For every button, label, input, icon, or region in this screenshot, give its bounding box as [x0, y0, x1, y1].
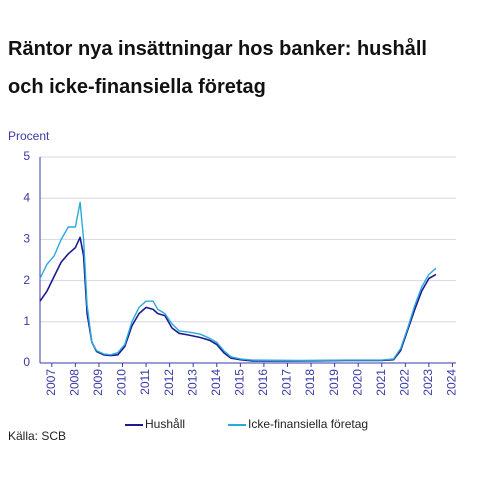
x-tick-label: 2008 — [68, 369, 82, 396]
y-tick-label: 4 — [23, 190, 30, 204]
chart-title: Räntor nya insättningar hos banker: hush… — [8, 38, 427, 98]
x-tick-label: 2014 — [209, 369, 223, 396]
x-tick-label: 2013 — [185, 369, 199, 396]
x-tick-label: 2012 — [162, 369, 176, 396]
x-tick-label: 2007 — [44, 369, 58, 396]
x-tick-label: 2016 — [256, 369, 270, 396]
x-tick-label: 2010 — [115, 369, 129, 396]
x-tick-label: 2017 — [280, 369, 294, 396]
x-tick-label: 2021 — [374, 369, 388, 396]
x-tick-label: 2019 — [327, 369, 341, 396]
x-tick-label: 2011 — [138, 369, 152, 395]
x-tick-label: 2018 — [303, 369, 317, 396]
y-axis-label: Procent — [8, 129, 50, 143]
y-tick-label: 2 — [23, 273, 30, 287]
y-tick-label: 0 — [23, 355, 30, 369]
x-tick-label: 2020 — [350, 369, 364, 396]
x-tick-label: 2022 — [397, 369, 411, 396]
y-tick-label: 3 — [23, 232, 30, 246]
line — [39, 236, 437, 362]
y-tick-label: 5 — [23, 149, 30, 163]
source: Källa: SCB — [8, 429, 66, 443]
x-tick-label: 2024 — [445, 369, 459, 396]
line — [39, 201, 437, 362]
x-tick-label: 2015 — [233, 369, 247, 396]
x-tick-label: 2009 — [91, 369, 105, 396]
y-tick-label: 1 — [23, 314, 30, 328]
x-tick-label: 2023 — [421, 369, 435, 396]
legend-label: Hushåll — [145, 417, 185, 431]
legend-label: Icke-finansiella företag — [248, 417, 368, 431]
